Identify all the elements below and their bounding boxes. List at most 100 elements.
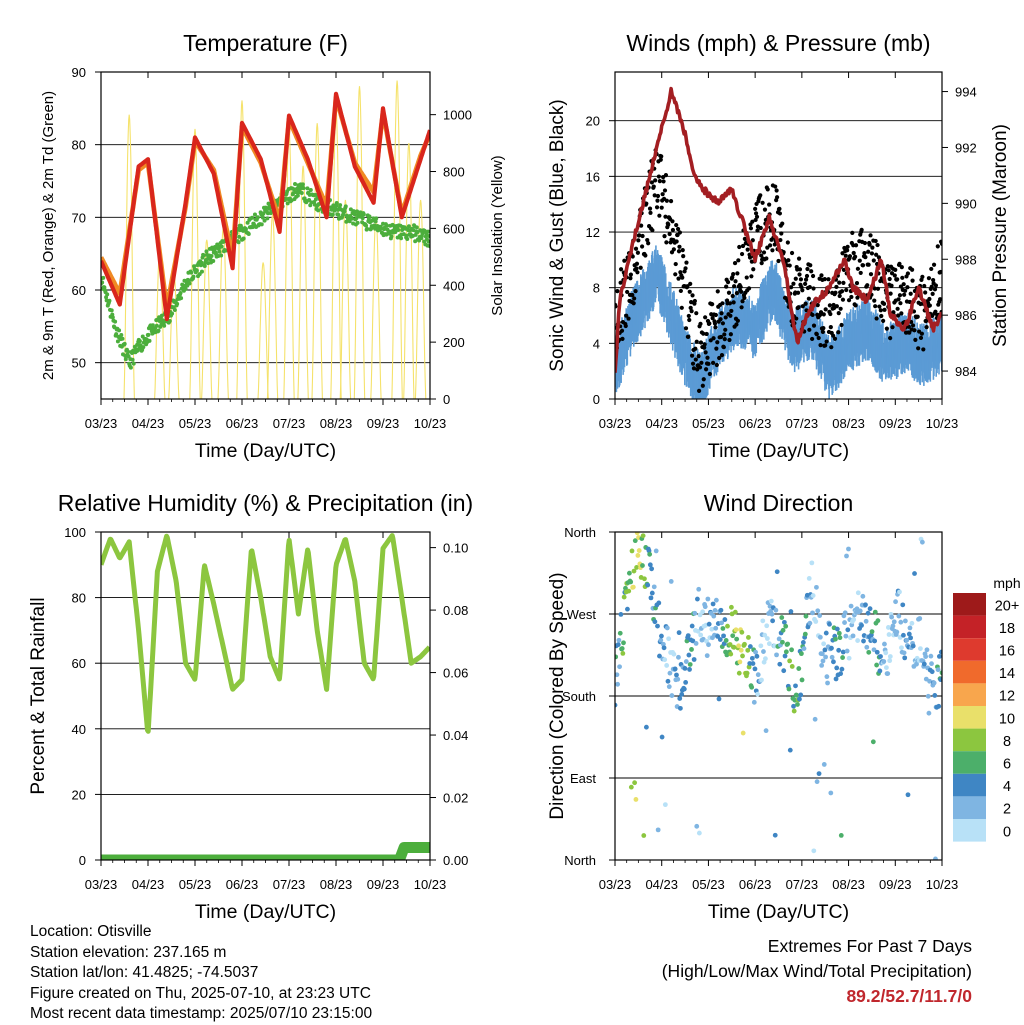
direction-point [689, 623, 695, 629]
gust-point [878, 308, 883, 313]
direction-point [720, 626, 726, 631]
direction-point [618, 611, 624, 617]
dewpoint-point [259, 222, 264, 227]
direction-point [923, 654, 929, 660]
direction-point [729, 604, 734, 610]
humidity-ytick-right-label: 0.08 [443, 603, 468, 618]
gust-point [729, 308, 734, 314]
gust-point [857, 258, 862, 263]
direction-point [889, 614, 895, 620]
direction-point [819, 651, 825, 657]
gust-point [855, 266, 861, 271]
gust-point [780, 221, 785, 226]
gust-point [873, 238, 878, 244]
gust-point [693, 357, 698, 362]
extremes-subtitle: (High/Low/Max Wind/Total Precipitation) [661, 961, 972, 981]
direction-point [769, 611, 775, 617]
gust-point [843, 253, 848, 258]
gust-point [862, 251, 867, 256]
dewpoint-point [255, 215, 260, 220]
dewpoint-point [202, 263, 207, 268]
speed-legend-label: 0 [1003, 824, 1011, 840]
gust-point [807, 327, 812, 332]
direction-point [894, 629, 900, 635]
direction-point [652, 619, 658, 625]
gust-point [727, 337, 732, 343]
gust-point [683, 266, 688, 271]
direction-point [675, 676, 681, 682]
gust-point [786, 258, 791, 263]
gust-point [615, 304, 618, 309]
dewpoint-point [334, 200, 339, 205]
winds-ytick-label: 20 [586, 114, 600, 129]
temperature-xtick-label: 10/23 [414, 416, 447, 431]
gust-point [710, 316, 715, 321]
dewpoint-point [138, 343, 143, 348]
gust-point [902, 288, 908, 293]
direction-point [617, 664, 622, 670]
gust-point [718, 334, 724, 340]
gust-point [754, 214, 760, 219]
humidity-ytick-label: 100 [64, 525, 86, 540]
direction-point [690, 638, 696, 644]
direction-point [938, 649, 942, 655]
gust-point [717, 355, 722, 361]
direction-point [641, 833, 647, 838]
dewpoint-point [179, 296, 184, 301]
gust-point [701, 331, 706, 336]
gust-point [881, 318, 886, 324]
dewpoint-point [252, 212, 257, 217]
direction-point [883, 650, 889, 656]
temperature-xtick-label: 08/23 [320, 416, 353, 431]
direction-point [851, 617, 857, 622]
direction-point [695, 596, 700, 602]
gust-point [927, 303, 932, 308]
dewpoint-point [130, 357, 135, 362]
dewpoint-point [426, 229, 430, 234]
gust-point [655, 193, 661, 199]
gust-point [836, 330, 841, 335]
gust-point [715, 340, 720, 345]
dewpoint-point [245, 220, 250, 225]
dewpoint-point [199, 269, 204, 274]
direction-point [615, 672, 620, 678]
direction-chart: Wind Direction Time (Day/UTC) Direction (C… [547, 490, 958, 923]
winds-ytick-label: 16 [586, 169, 600, 184]
gust-point [811, 323, 817, 328]
gust-point [818, 343, 823, 348]
gust-point [889, 283, 894, 288]
gust-point [882, 307, 887, 312]
gust-point [881, 301, 887, 306]
gust-point [705, 355, 710, 360]
dewpoint-point [243, 227, 248, 232]
humidity-data [101, 533, 430, 860]
gust-point [666, 222, 671, 227]
gust-point [831, 302, 836, 308]
gust-point [888, 336, 893, 341]
gust-point [702, 345, 707, 350]
gust-point [733, 279, 738, 284]
gust-point [634, 261, 640, 266]
direction-point [820, 658, 826, 664]
gust-point [927, 296, 932, 302]
gust-point [727, 301, 733, 306]
direction-point [829, 654, 835, 660]
gust-point [814, 332, 819, 337]
dewpoint-point [361, 212, 366, 217]
gust-point [755, 228, 760, 233]
direction-point [649, 590, 655, 596]
dewpoint-point [183, 287, 188, 292]
dewpoint-point [413, 239, 418, 244]
direction-point [626, 570, 632, 576]
winds-ytick-label: 8 [593, 281, 600, 296]
gust-point [872, 286, 877, 291]
direction-point [833, 676, 839, 682]
gust-point [905, 271, 910, 276]
gust-point [935, 244, 940, 249]
gust-point [633, 288, 638, 294]
direction-point [772, 832, 778, 838]
direction-point [810, 610, 815, 616]
gust-point [829, 345, 834, 350]
winds-xtick-label: 10/23 [926, 416, 959, 431]
temperature-ytick-right-label: 0 [443, 392, 450, 407]
